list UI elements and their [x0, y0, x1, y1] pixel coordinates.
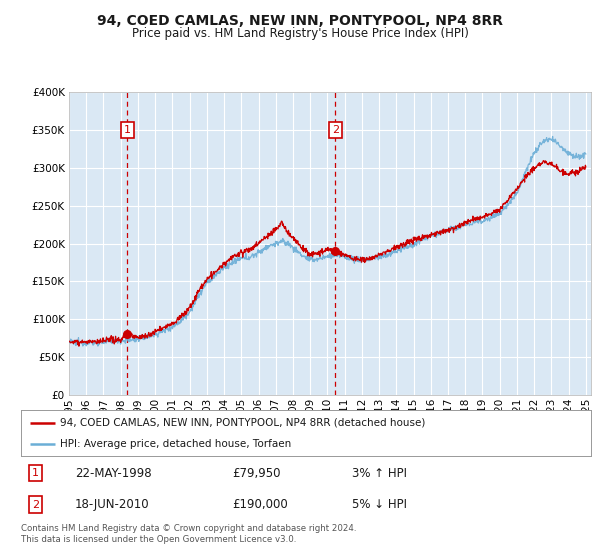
Text: 94, COED CAMLAS, NEW INN, PONTYPOOL, NP4 8RR (detached house): 94, COED CAMLAS, NEW INN, PONTYPOOL, NP4… — [60, 418, 425, 428]
Text: 1: 1 — [124, 125, 131, 135]
Text: 94, COED CAMLAS, NEW INN, PONTYPOOL, NP4 8RR: 94, COED CAMLAS, NEW INN, PONTYPOOL, NP4… — [97, 14, 503, 28]
Text: HPI: Average price, detached house, Torfaen: HPI: Average price, detached house, Torf… — [60, 439, 291, 449]
Text: 5% ↓ HPI: 5% ↓ HPI — [352, 498, 407, 511]
Text: Price paid vs. HM Land Registry's House Price Index (HPI): Price paid vs. HM Land Registry's House … — [131, 27, 469, 40]
Text: £79,950: £79,950 — [232, 466, 280, 479]
Text: £190,000: £190,000 — [232, 498, 287, 511]
Text: 18-JUN-2010: 18-JUN-2010 — [75, 498, 150, 511]
Text: 1: 1 — [32, 468, 39, 478]
Text: 2: 2 — [32, 500, 39, 510]
Text: Contains HM Land Registry data © Crown copyright and database right 2024.
This d: Contains HM Land Registry data © Crown c… — [21, 524, 356, 544]
Text: 2: 2 — [332, 125, 339, 135]
Text: 22-MAY-1998: 22-MAY-1998 — [75, 466, 152, 479]
Text: 3% ↑ HPI: 3% ↑ HPI — [352, 466, 407, 479]
